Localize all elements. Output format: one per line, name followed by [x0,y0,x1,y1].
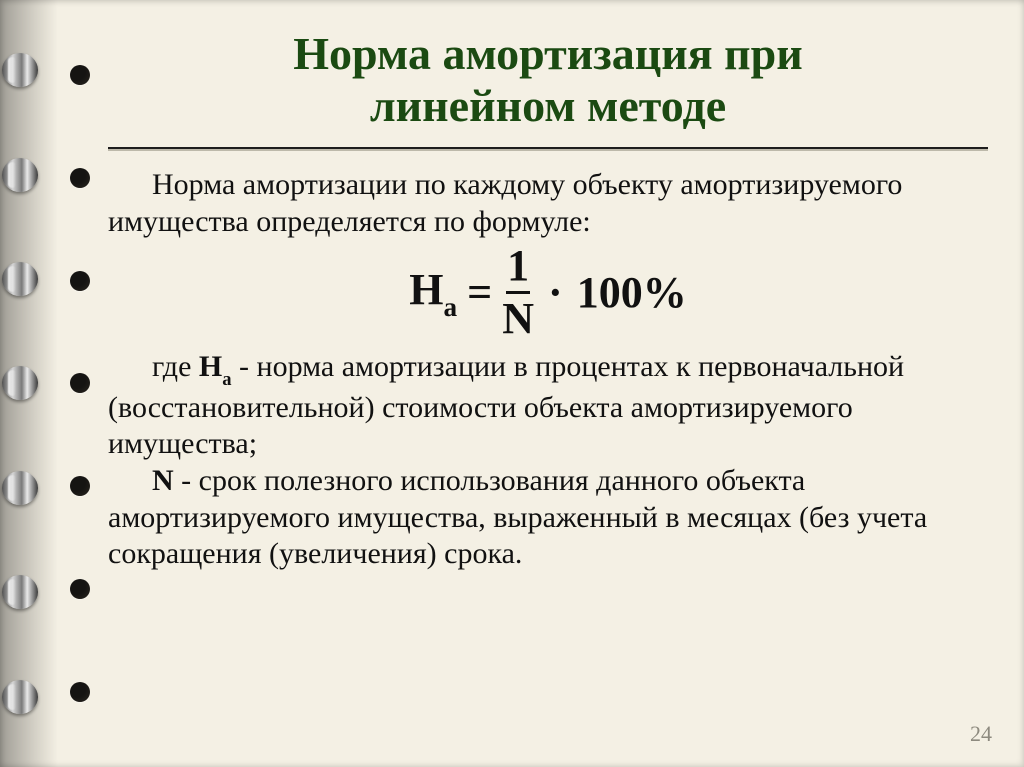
binding-hole [70,271,90,291]
formula: На = 1 N · 100% [108,244,988,341]
page-number: 24 [970,721,992,747]
binding-hole [70,476,90,496]
slide-canvas: Норма амортизация при линейном методе Но… [0,0,1024,767]
binding-ring [2,471,38,505]
intro-paragraph: Норма амортизации по каждому объекту амо… [108,167,988,240]
binding-ring [2,158,38,192]
binding-ring [2,366,38,400]
binding-ring [2,262,38,296]
binding-hole [70,168,90,188]
binding-holes-column [70,0,90,767]
slide-body: Норма амортизации по каждому объекту амо… [108,167,988,573]
where-n-text: - срок полезного использования данного о… [108,464,927,570]
title-underline [108,147,988,149]
where-lead: где [152,350,199,383]
ha-symbol: На [199,350,232,383]
spiral-binding [0,0,110,767]
binding-hole [70,682,90,702]
binding-ring [2,575,38,609]
binding-hole [70,373,90,393]
binding-shadow [0,0,58,767]
content-area: Норма амортизация при линейном методе Но… [108,24,988,743]
slide-title: Норма амортизация при линейном методе [108,24,988,147]
binding-hole [70,579,90,599]
formula-lhs: На [409,263,457,322]
binding-ring [2,53,38,87]
formula-denominator: N [502,297,534,341]
formula-numerator: 1 [507,244,529,288]
where-ha: где На - норма амортизации в процентах к… [108,349,988,463]
binding-rings-column [2,0,38,767]
where-n: N - срок полезного использования данного… [108,463,988,573]
title-line-1: Норма амортизация при [293,28,802,79]
formula-fraction: 1 N [502,244,534,341]
formula-lhs-base: Н [409,265,443,314]
title-line-2: линейном методе [370,80,726,131]
binding-hole [70,65,90,85]
binding-ring [2,680,38,714]
formula-dot: · [548,266,563,320]
formula-lhs-sub: а [444,292,458,322]
formula-equals: = [467,266,492,320]
formula-hundred: 100% [577,266,687,320]
n-symbol: N [152,464,174,497]
